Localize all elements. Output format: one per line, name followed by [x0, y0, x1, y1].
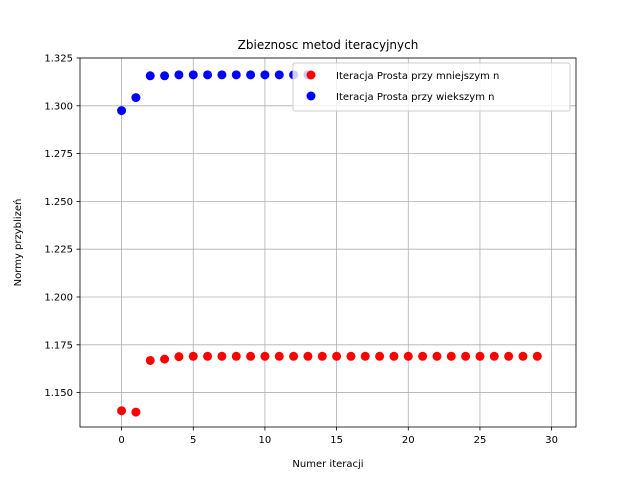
legend-label-mniejszym: Iteracja Prosta przy mniejszym n — [336, 71, 499, 82]
data-points — [117, 70, 542, 417]
data-point-wiekszym — [203, 70, 213, 80]
data-point-wiekszym — [260, 70, 270, 80]
data-point-mniejszym — [504, 351, 514, 361]
y-tick-label: 1.300 — [44, 101, 73, 112]
legend: Iteracja Prosta przy mniejszym n Iteracj… — [292, 62, 571, 112]
data-point-mniejszym — [332, 351, 342, 361]
data-point-mniejszym — [389, 351, 399, 361]
y-tick-label: 1.150 — [44, 388, 73, 399]
data-point-mniejszym — [289, 351, 299, 361]
data-point-mniejszym — [117, 406, 127, 416]
y-tick-label: 1.225 — [44, 245, 73, 256]
data-point-mniejszym — [303, 351, 313, 361]
data-point-wiekszym — [188, 70, 198, 80]
data-point-wiekszym — [246, 70, 256, 80]
y-tick-label: 1.250 — [44, 197, 73, 208]
data-point-wiekszym — [174, 70, 184, 80]
x-tick-label: 20 — [402, 435, 415, 446]
data-point-wiekszym — [231, 70, 241, 80]
y-tick-label: 1.275 — [44, 149, 73, 160]
data-point-mniejszym — [160, 354, 170, 364]
plot-frame — [79, 57, 577, 428]
data-point-mniejszym — [489, 351, 499, 361]
legend-box — [292, 62, 571, 112]
x-tick-label: 30 — [545, 435, 558, 446]
x-tick-label: 0 — [118, 435, 124, 446]
data-point-mniejszym — [375, 351, 385, 361]
legend-label-wiekszym: Iteracja Prosta przy wiekszym n — [336, 92, 495, 103]
data-point-mniejszym — [360, 351, 370, 361]
x-tick-label: 10 — [259, 435, 272, 446]
data-point-wiekszym — [145, 71, 155, 81]
y-tick-label: 1.200 — [44, 292, 73, 303]
data-point-wiekszym — [160, 71, 170, 81]
data-point-mniejszym — [174, 352, 184, 362]
data-point-wiekszym — [131, 93, 141, 103]
data-point-mniejszym — [403, 351, 413, 361]
data-point-mniejszym — [274, 351, 284, 361]
data-point-mniejszym — [475, 351, 485, 361]
data-point-mniejszym — [203, 351, 213, 361]
y-axis-title: Normy przyblizeń — [12, 199, 24, 287]
data-point-mniejszym — [145, 355, 155, 365]
data-point-mniejszym — [461, 351, 471, 361]
axis-ticks: 0 5 10 15 20 25 30 1.150 1.175 1.200 1.225 1.250 1.2… — [44, 54, 558, 447]
data-point-mniejszym — [217, 351, 227, 361]
data-point-mniejszym — [231, 351, 241, 361]
legend-marker-red — [306, 70, 316, 80]
data-point-mniejszym — [432, 351, 442, 361]
data-point-mniejszym — [131, 407, 141, 417]
y-tick-label: 1.325 — [44, 54, 73, 65]
y-tick-label: 1.175 — [44, 340, 73, 351]
legend-marker-blue — [306, 91, 316, 101]
data-point-mniejszym — [418, 351, 428, 361]
data-point-mniejszym — [346, 351, 356, 361]
x-tick-label: 5 — [190, 435, 196, 446]
data-point-mniejszym — [260, 351, 270, 361]
data-point-wiekszym — [274, 70, 284, 80]
data-point-mniejszym — [532, 351, 542, 361]
data-point-mniejszym — [188, 351, 198, 361]
data-point-mniejszym — [446, 351, 456, 361]
chart-title: Zbieznosc metod iteracyjnych — [238, 38, 419, 52]
data-point-wiekszym — [117, 106, 127, 116]
x-tick-label: 25 — [474, 435, 487, 446]
data-point-mniejszym — [518, 351, 528, 361]
data-point-wiekszym — [217, 70, 227, 80]
x-tick-label: 15 — [330, 435, 343, 446]
data-point-mniejszym — [317, 351, 327, 361]
x-axis-title: Numer iteracji — [292, 459, 363, 470]
data-point-mniejszym — [246, 351, 256, 361]
